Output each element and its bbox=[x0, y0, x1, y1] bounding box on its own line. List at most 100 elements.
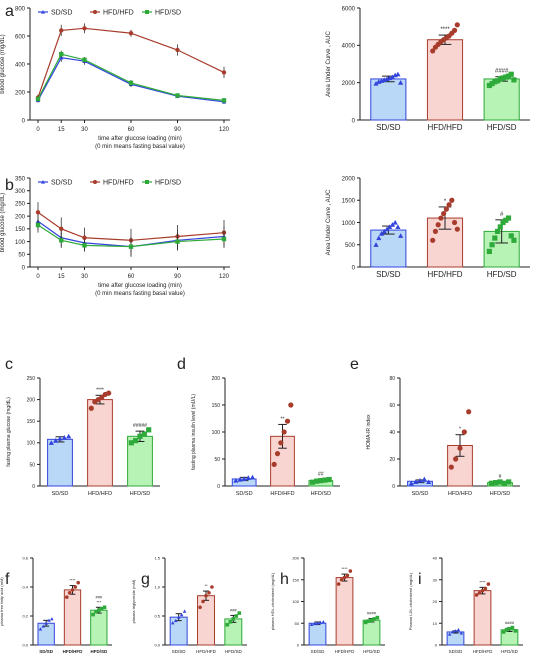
y-tick-label: 6000 bbox=[342, 6, 356, 12]
data-point bbox=[443, 206, 449, 212]
x-tick-label: HFD/SD bbox=[90, 649, 108, 654]
data-point bbox=[38, 627, 43, 631]
data-point bbox=[204, 593, 208, 598]
data-point bbox=[176, 615, 181, 619]
data-point bbox=[483, 586, 488, 591]
data-point bbox=[221, 98, 227, 103]
data-point bbox=[486, 82, 492, 89]
significance-label: ##### bbox=[133, 423, 147, 429]
y-tick-label: 150 bbox=[212, 403, 221, 409]
data-point bbox=[430, 48, 436, 54]
data-point bbox=[128, 80, 134, 86]
data-point bbox=[59, 226, 64, 232]
x-tick-label: 30 bbox=[81, 127, 88, 133]
data-point bbox=[278, 440, 284, 446]
data-point bbox=[395, 71, 401, 77]
data-point bbox=[486, 248, 492, 255]
bar-group-hfd bbox=[87, 390, 113, 487]
y-tick-label: 200 bbox=[27, 398, 36, 404]
data-point bbox=[57, 435, 63, 441]
data-point bbox=[384, 226, 390, 232]
data-point bbox=[506, 479, 512, 485]
data-point bbox=[456, 627, 461, 632]
significance-label: **** bbox=[440, 27, 450, 33]
data-point bbox=[392, 219, 398, 225]
data-point bbox=[508, 71, 514, 77]
data-point bbox=[128, 244, 134, 249]
bar-group-sd bbox=[231, 474, 257, 487]
data-point bbox=[221, 70, 227, 75]
bar-group-switch bbox=[500, 625, 519, 646]
x-tick-label: HFD/HFD bbox=[270, 491, 294, 497]
data-point bbox=[451, 219, 458, 226]
data-point bbox=[375, 615, 380, 620]
panel-letter: e bbox=[350, 356, 359, 373]
x-tick-label: SD/SD bbox=[412, 491, 429, 497]
y-tick-label: 100 bbox=[15, 240, 26, 246]
bar-group-switch bbox=[483, 215, 520, 268]
data-point bbox=[175, 239, 180, 244]
x-tick-label: HFD/SD bbox=[487, 270, 517, 279]
x-tick-label: 0 bbox=[36, 274, 40, 280]
data-point bbox=[508, 233, 514, 239]
panel-letter: g bbox=[141, 571, 150, 588]
data-point bbox=[314, 478, 320, 484]
data-point bbox=[231, 617, 236, 621]
data-point bbox=[501, 480, 507, 486]
data-point bbox=[513, 629, 518, 633]
series-line bbox=[37, 224, 225, 248]
y-axis-label: Plasma LDL-cholesterol (mg/dL) bbox=[408, 572, 413, 630]
data-point bbox=[97, 608, 101, 612]
y-axis-label: Area Under Curve , AUC bbox=[326, 30, 332, 96]
bar-chart: 0 2000 4000 6000 Area Under Curve , AUC SD/SD… bbox=[326, 6, 530, 132]
panel-letter: c bbox=[5, 356, 13, 373]
data-point bbox=[210, 585, 214, 589]
panel-letter: b bbox=[5, 177, 14, 194]
data-point bbox=[376, 235, 382, 241]
data-point bbox=[326, 476, 332, 483]
y-tick-label: 40 bbox=[389, 430, 395, 436]
x-tick-label: 90 bbox=[174, 274, 181, 280]
data-point bbox=[237, 611, 242, 615]
data-point bbox=[271, 461, 277, 467]
x-tick-label: SD/SD bbox=[172, 649, 187, 654]
y-tick-label: 250 bbox=[15, 202, 26, 208]
data-point bbox=[237, 476, 243, 482]
data-point bbox=[321, 620, 326, 624]
y-axis-label: plasma triglyceride (mM) bbox=[131, 579, 136, 623]
data-point bbox=[450, 630, 455, 634]
series-sd bbox=[35, 53, 227, 104]
bar-group-hfd bbox=[335, 569, 354, 646]
y-axis-label: plasma HDL-cholesterol (mg/dL) bbox=[270, 572, 275, 630]
data-point bbox=[366, 619, 371, 623]
data-point bbox=[70, 588, 75, 592]
bar-group-sd bbox=[370, 71, 407, 121]
bar-group-hfd bbox=[426, 22, 464, 121]
x-tick-label: SD/SD bbox=[376, 270, 401, 279]
data-point bbox=[106, 390, 112, 396]
significance-label: * bbox=[444, 199, 447, 205]
bar-chart: 0 50 100 150 200 fasting plasma insulin level… bbox=[191, 376, 340, 497]
y-tick-label: 0 bbox=[352, 118, 356, 124]
significance-label: **** bbox=[341, 566, 348, 571]
panel-letter: i bbox=[418, 571, 422, 588]
data-point bbox=[417, 478, 423, 483]
data-point bbox=[453, 456, 459, 462]
y-tick-label: 1.5 bbox=[154, 556, 160, 561]
x-tick-label: HFD/SD bbox=[363, 649, 381, 654]
x-tick-label: 15 bbox=[58, 127, 65, 133]
y-tick-label: 400 bbox=[15, 62, 26, 68]
data-point bbox=[489, 81, 495, 87]
data-point bbox=[446, 202, 452, 208]
significance-label: # bbox=[500, 212, 504, 218]
data-point bbox=[288, 402, 294, 408]
bar-chart: 0 20 40 60 80 HOMA-IR index SD/SD HFD/HFD * HFD/S… bbox=[366, 376, 520, 497]
data-point bbox=[234, 614, 239, 618]
data-point bbox=[372, 617, 377, 621]
data-point bbox=[94, 609, 98, 614]
y-axis-label: plasma free fatty acid (mM) bbox=[0, 577, 4, 626]
y-tick-label: 80 bbox=[389, 376, 395, 382]
bar-group-switch bbox=[90, 605, 108, 646]
bar-chart: 0 10 20 30 40 Plasma LDL-cholesterol (mg/dL) S… bbox=[408, 556, 523, 654]
y-tick-label: 40 bbox=[433, 556, 438, 561]
